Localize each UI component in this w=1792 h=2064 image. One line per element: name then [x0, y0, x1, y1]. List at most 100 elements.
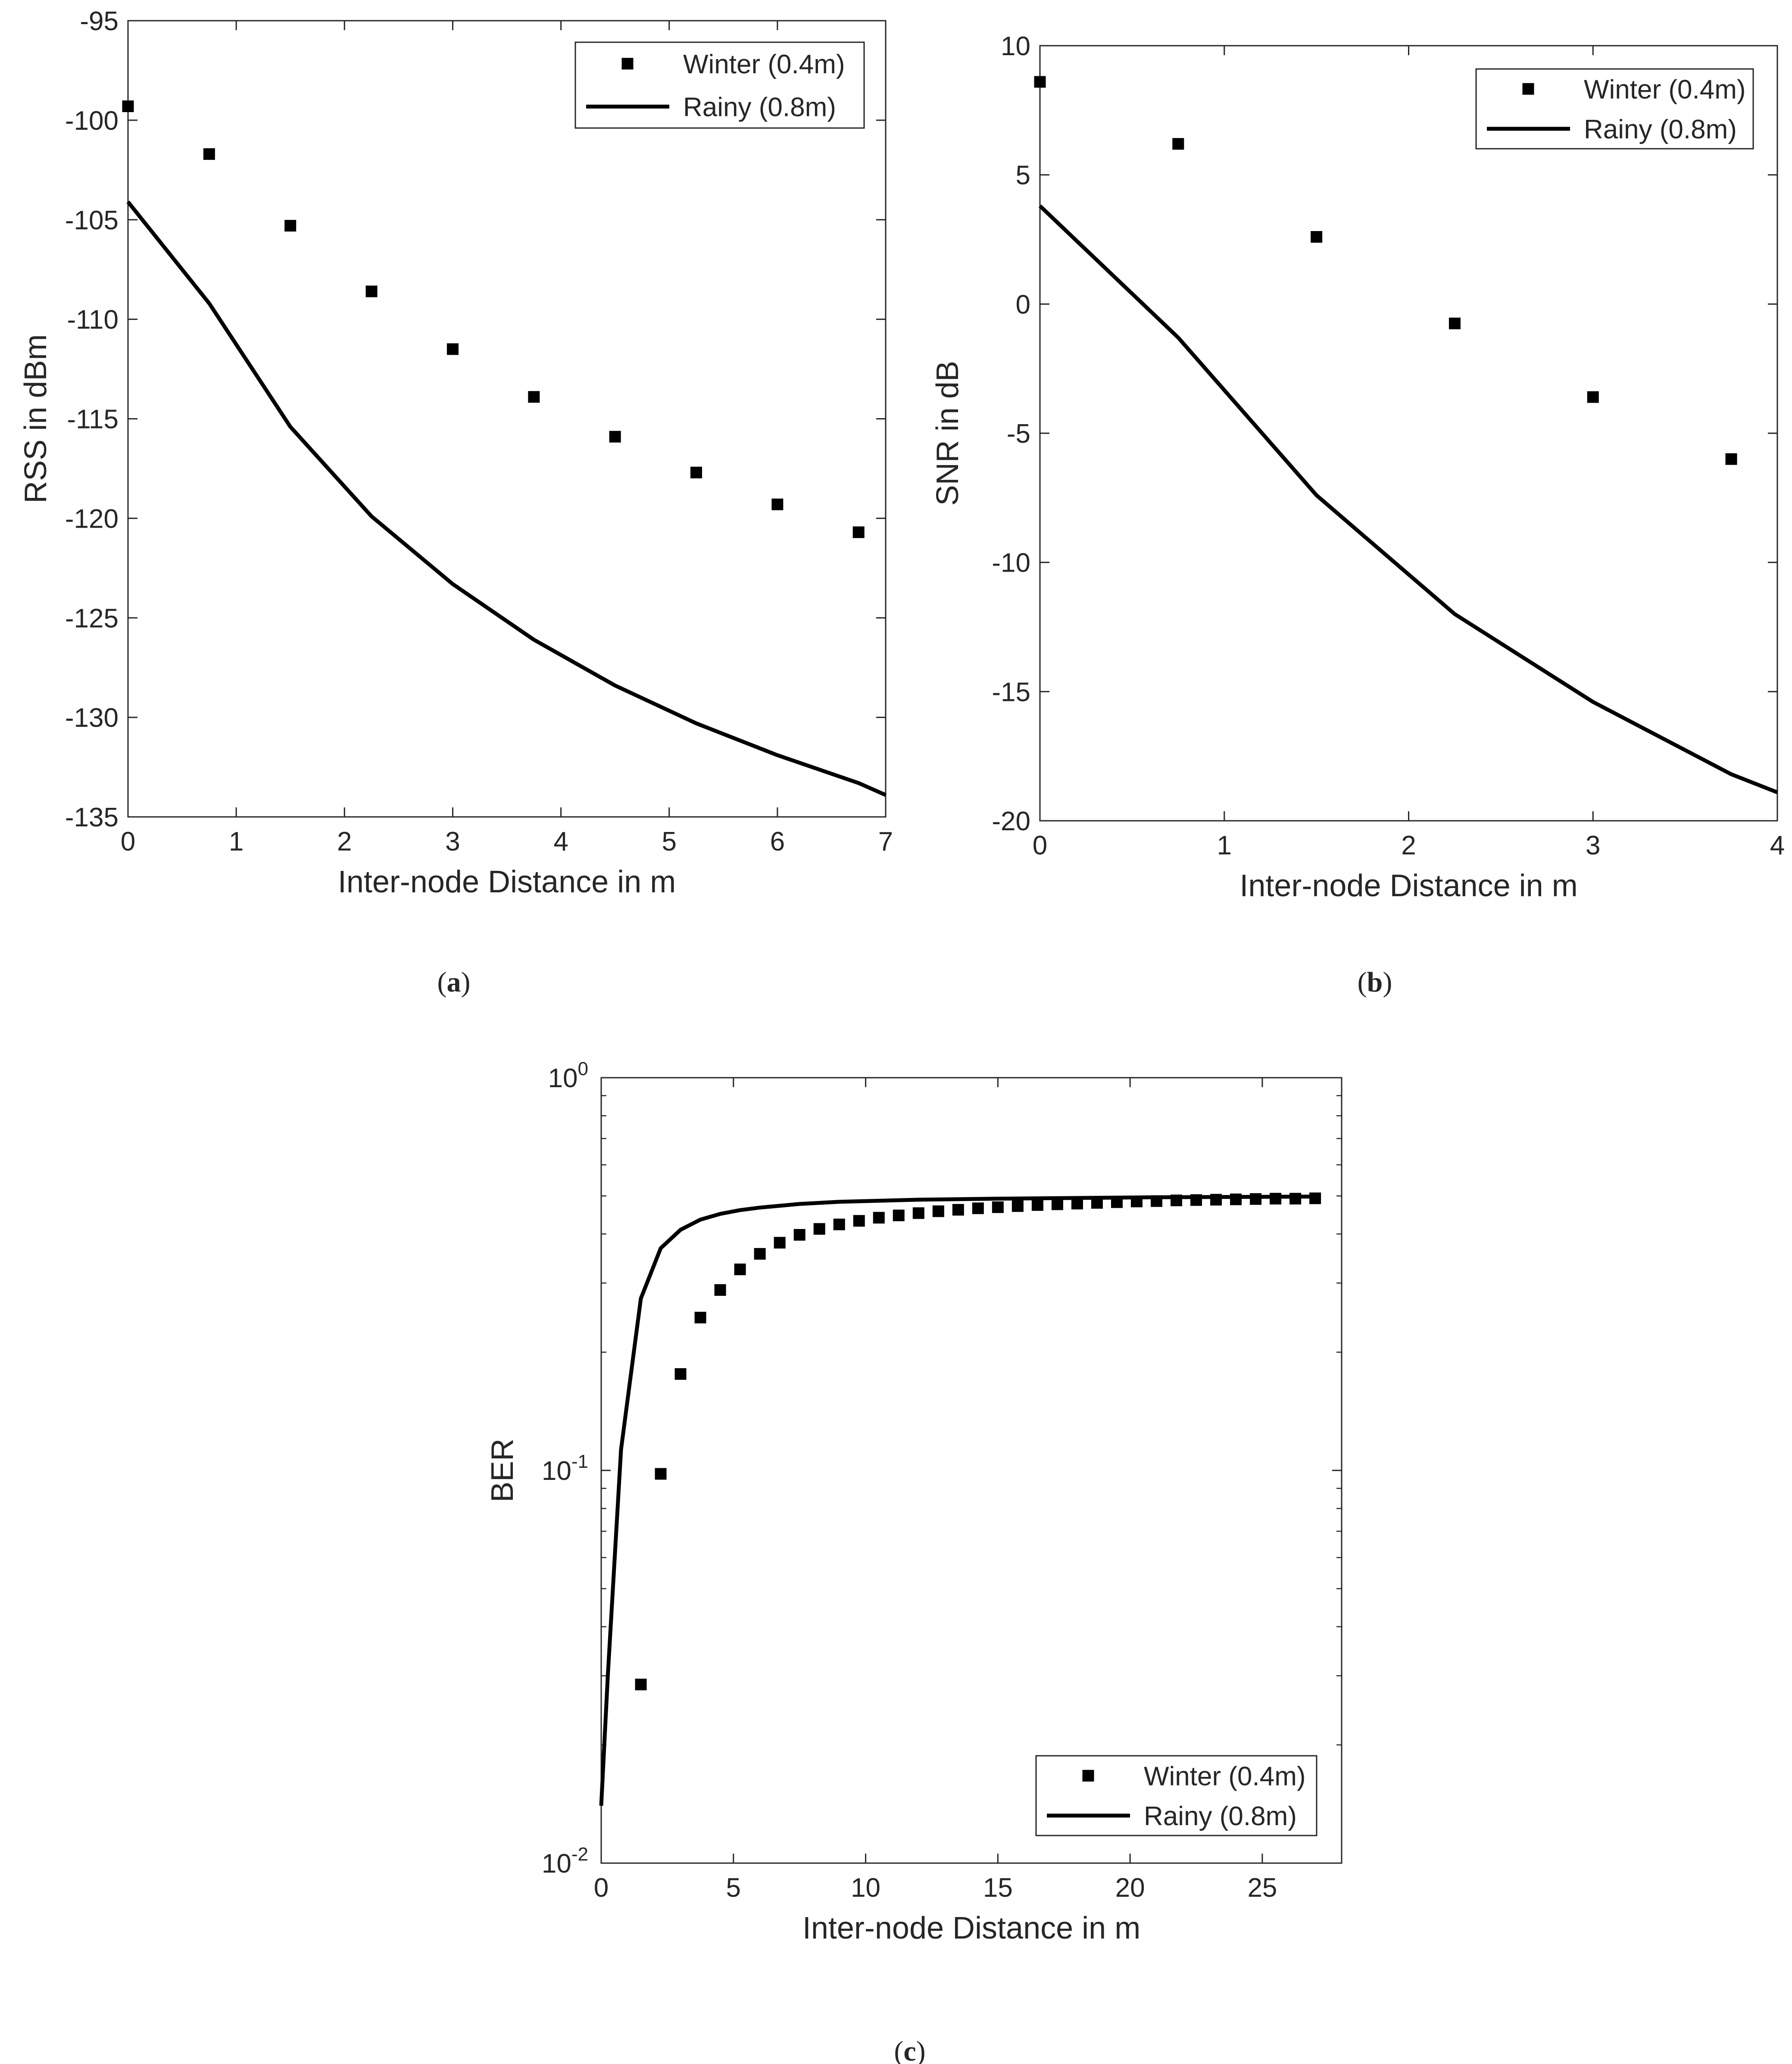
y-tick-label: -15 [992, 677, 1030, 707]
data-point-winter [690, 466, 702, 478]
x-tick-label: 4 [1770, 831, 1785, 860]
data-point-winter [1012, 1200, 1024, 1212]
data-point-winter [284, 220, 297, 232]
x-tick-label: 15 [983, 1873, 1013, 1903]
x-tick-label: 20 [1115, 1873, 1145, 1903]
data-point-winter [203, 148, 215, 160]
data-point-winter [873, 1212, 885, 1224]
data-point-winter [674, 1368, 687, 1380]
y-tick-label: -95 [80, 6, 119, 36]
data-point-winter [1587, 391, 1599, 403]
x-axis-label: Inter-node Distance in m [338, 865, 676, 899]
legend-label: Rainy (0.8m) [1584, 115, 1737, 144]
data-point-winter [1172, 138, 1184, 150]
data-point-winter [528, 391, 540, 403]
data-point-winter [1289, 1193, 1302, 1205]
y-axis-label: SNR in dB [930, 361, 965, 506]
x-tick-label: 3 [1586, 831, 1600, 860]
x-tick-label: 1 [1217, 831, 1232, 860]
data-point-winter [1051, 1198, 1063, 1210]
x-tick-label: 5 [726, 1873, 741, 1903]
y-tick-label: 100 [548, 1058, 588, 1093]
data-point-winter [446, 343, 459, 355]
data-point-winter [952, 1204, 964, 1216]
series-line-rainy [126, 200, 887, 797]
data-point-winter [694, 1311, 706, 1323]
x-tick-label: 2 [1401, 831, 1416, 860]
legend: Winter (0.4m) Rainy (0.8m) [574, 41, 865, 129]
data-point-winter [992, 1201, 1004, 1213]
data-point-winter [912, 1207, 924, 1219]
y-tick-label: -125 [65, 604, 119, 633]
data-point-winter [1031, 1199, 1043, 1211]
x-tick-label: 1 [229, 827, 244, 857]
data-point-winter [853, 1215, 865, 1227]
legend-label: Rainy (0.8m) [683, 92, 836, 122]
y-tick-label: 10 [1001, 31, 1030, 61]
y-tick-label: -5 [1007, 419, 1030, 449]
legend-marker-swatch [621, 58, 634, 70]
data-point-winter [852, 526, 865, 538]
y-tick-label: 10-2 [542, 1844, 588, 1879]
axes-box [127, 20, 887, 818]
y-tick-label: -10 [992, 548, 1030, 578]
legend: Winter (0.4m) Rainy (0.8m) [1475, 68, 1754, 150]
legend-label: Rainy (0.8m) [1144, 1801, 1297, 1831]
x-tick-label: 2 [337, 827, 352, 857]
subfigure-caption: (c) [894, 2036, 925, 2064]
data-point-winter [893, 1209, 905, 1221]
x-tick-label: 6 [770, 827, 785, 857]
data-point-winter [813, 1223, 825, 1235]
y-tick-label: -105 [65, 206, 119, 235]
y-axis-label: BER [485, 1439, 520, 1502]
x-axis-label: Inter-node Distance in m [802, 1911, 1140, 1945]
subfigure-caption: (a) [437, 966, 471, 998]
y-tick-label: -120 [65, 504, 119, 534]
legend: Winter (0.4m) Rainy (0.8m) [1035, 1755, 1317, 1836]
y-tick-label: 5 [1016, 161, 1030, 191]
y-tick-label: -130 [65, 703, 119, 733]
series-line-rainy [1038, 204, 1778, 794]
data-point-winter [1034, 76, 1046, 88]
data-point-winter [714, 1284, 726, 1296]
data-point-winter [609, 431, 621, 443]
x-axis-label: Inter-node Distance in m [1239, 869, 1577, 903]
data-point-winter [774, 1237, 786, 1249]
x-tick-label: 25 [1247, 1873, 1277, 1903]
legend-label: Winter (0.4m) [1144, 1761, 1305, 1791]
axes-box [1039, 45, 1778, 822]
y-tick-label: 10-1 [542, 1451, 588, 1486]
data-point-winter [1449, 317, 1461, 329]
data-point-winter [635, 1679, 647, 1691]
y-tick-label: -110 [67, 305, 119, 335]
x-tick-label: 3 [445, 827, 460, 857]
data-point-winter [655, 1468, 667, 1480]
x-tick-label: 0 [1033, 831, 1047, 860]
data-point-winter [793, 1229, 805, 1241]
chart-b: 0 1 2 3 4 -20 -15 -10 -5 0 5 10 Inter-node Distance … [930, 31, 1785, 998]
y-tick-label: 0 [1016, 290, 1030, 319]
legend-marker-swatch [1082, 1770, 1094, 1782]
x-tick-label: 0 [121, 827, 135, 857]
chart-a: 0 1 2 3 4 5 6 7 -135 -130 -125 -120 -115 -110 -105 -100… [19, 6, 893, 998]
y-tick-label: -135 [65, 803, 119, 832]
data-point-winter [365, 285, 378, 297]
y-tick-label: -20 [992, 807, 1030, 836]
data-point-winter [1725, 453, 1737, 465]
data-point-winter [734, 1263, 746, 1276]
legend-label: Winter (0.4m) [1584, 75, 1745, 104]
data-point-winter [932, 1205, 944, 1217]
data-point-winter [1311, 231, 1323, 243]
legend-box [1035, 1755, 1317, 1836]
legend-marker-swatch [1522, 83, 1534, 95]
x-tick-label: 10 [851, 1873, 880, 1903]
x-tick-label: 5 [662, 827, 676, 857]
x-tick-label: 7 [878, 827, 893, 857]
data-point-winter [754, 1248, 766, 1260]
legend-box [1475, 68, 1754, 150]
series-line-rainy [599, 1195, 1315, 1806]
x-tick-label: 4 [553, 827, 568, 857]
legend-box [574, 41, 865, 129]
data-point-winter [771, 498, 784, 510]
